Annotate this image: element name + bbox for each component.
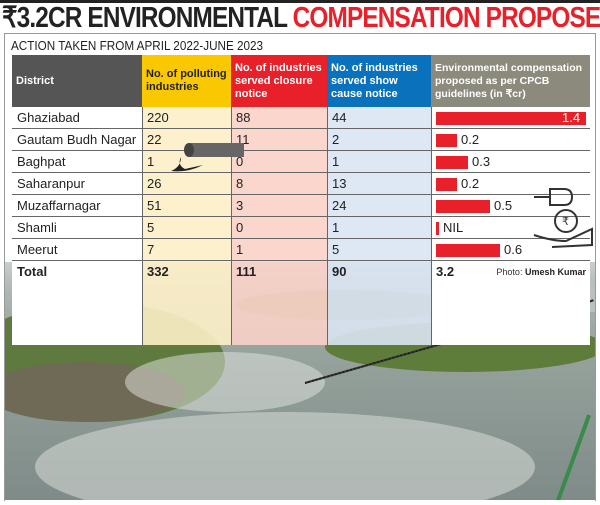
credit-name: Umesh Kumar — [524, 267, 586, 277]
header-closure: No. of industries served closure notice — [231, 55, 327, 107]
infographic-frame — [4, 33, 596, 501]
table-row: Saharanpur 26 8 13 0.2 — [12, 173, 590, 195]
closure-cell: 111 — [236, 264, 257, 279]
show-cause-cell: 2 — [332, 132, 340, 147]
district-cell: Ghaziabad — [17, 110, 80, 125]
header-compensation: Environmental compensation proposed as p… — [431, 55, 590, 107]
show-cause-cell: 1 — [332, 220, 340, 235]
photo-credit: Photo: Umesh Kumar — [496, 261, 586, 283]
polluting-cell: 220 — [147, 110, 169, 125]
compensation-value: 0.2 — [461, 132, 480, 147]
subtitle: ACTION TAKEN FROM APRIL 2022-JUNE 2023 — [11, 38, 264, 53]
compensation-bar — [436, 134, 457, 147]
header-district: District — [12, 55, 142, 107]
top-rule — [0, 0, 600, 3]
table-row: Gautam Budh Nagar 22 11 2 0.2 — [12, 129, 590, 151]
compensation-bar — [436, 112, 586, 125]
show-cause-cell: 90 — [332, 264, 347, 279]
table-row: Meerut 7 1 5 0.6 — [12, 239, 590, 261]
title-part-red: COMPENSATION PROPOSED — [292, 2, 600, 34]
money-bag-hand-icon: ₹ — [533, 188, 593, 248]
show-cause-cell: 5 — [332, 242, 340, 257]
compensation-value: 0.3 — [472, 154, 491, 169]
table-row: Shamli 5 0 1 NIL — [12, 217, 590, 239]
polluting-cell: 22 — [147, 132, 162, 147]
title-part-black: ₹3.2CR ENVIRONMENTAL — [2, 2, 288, 34]
compensation-bar — [436, 178, 457, 191]
header-show-cause: No. of industries served show cause noti… — [327, 55, 431, 107]
polluting-cell: 7 — [147, 242, 155, 257]
polluting-cell: 51 — [147, 198, 162, 213]
polluting-cell: 1 — [147, 154, 155, 169]
polluting-cell: 5 — [147, 220, 155, 235]
closure-cell: 8 — [236, 176, 244, 191]
show-cause-cell: 24 — [332, 198, 347, 213]
district-cell: Saharanpur — [17, 176, 85, 191]
header-polluting: No. of polluting industries — [142, 55, 231, 107]
closure-cell: 0 — [236, 220, 244, 235]
compensation-value: 0.5 — [494, 198, 513, 213]
total-row: Total 332 111 90 3.2 Photo: Umesh Kumar — [12, 261, 590, 288]
polluting-cell: 332 — [147, 264, 169, 279]
compensation-value: NIL — [443, 220, 464, 235]
show-cause-cell: 13 — [332, 176, 347, 191]
compensation-value: 0.6 — [504, 242, 523, 257]
compensation-value: 1.4 — [562, 110, 581, 125]
show-cause-cell: 1 — [332, 154, 340, 169]
compensation-value: 0.2 — [461, 176, 480, 191]
district-cell: Muzaffarnagar — [17, 198, 101, 213]
closure-cell: 1 — [236, 242, 244, 257]
district-cell: Shamli — [17, 220, 57, 235]
district-cell: Total — [17, 264, 48, 279]
svg-text:₹: ₹ — [562, 216, 569, 228]
compensation-bar — [436, 244, 500, 257]
district-cell: Gautam Budh Nagar — [17, 132, 137, 147]
table-row: Baghpat 1 0 1 0.3 — [12, 151, 590, 173]
closure-cell: 0 — [236, 154, 244, 169]
table-row: Ghaziabad 220 88 44 1.4 — [12, 107, 590, 129]
district-cell: Meerut — [17, 242, 58, 257]
district-cell: Baghpat — [17, 154, 66, 169]
compensation-bar — [436, 200, 490, 213]
show-cause-cell: 44 — [332, 110, 347, 125]
pipe-discharge-icon — [171, 143, 244, 172]
closure-cell: 3 — [236, 198, 244, 213]
credit-label: Photo: — [496, 267, 523, 277]
closure-cell: 88 — [236, 110, 251, 125]
table-row: Muzaffarnagar 51 3 24 0.5 — [12, 195, 590, 217]
compensation-total: 3.2 — [436, 264, 455, 279]
polluting-cell: 26 — [147, 176, 162, 191]
page-title: ₹3.2CR ENVIRONMENTAL COMPENSATION PROPOS… — [2, 3, 600, 33]
compensation-bar — [436, 156, 468, 169]
compensation-bar — [436, 222, 439, 235]
